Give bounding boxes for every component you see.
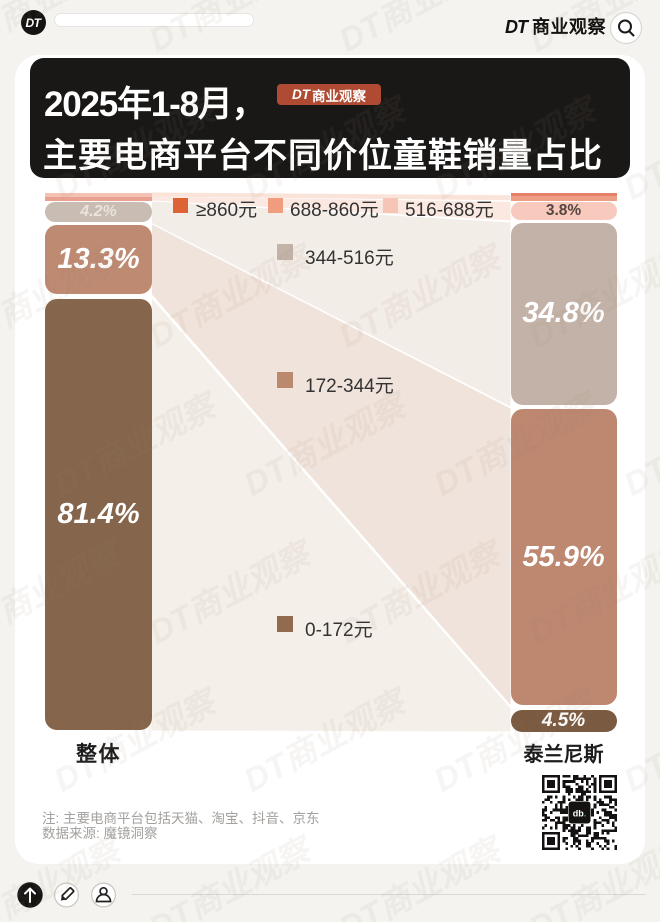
svg-text:db.: db.: [573, 809, 587, 819]
